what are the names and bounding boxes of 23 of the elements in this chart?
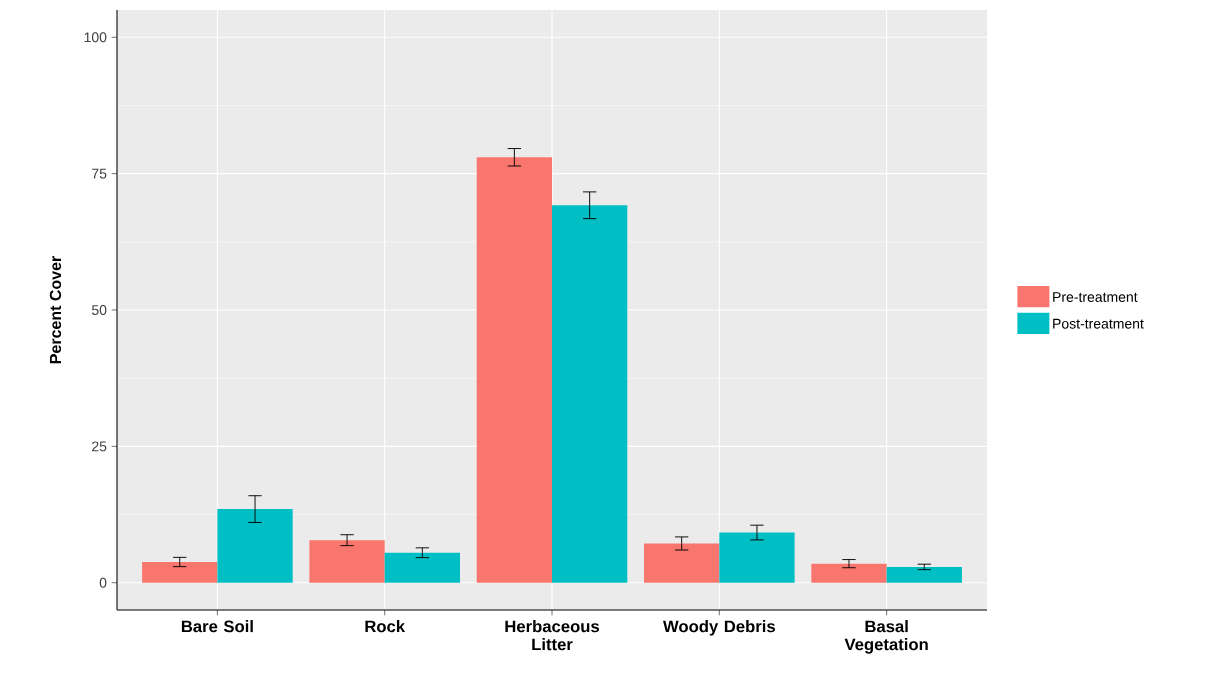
legend-label: Post-treatment bbox=[1053, 318, 1144, 329]
x-tick-label: Herbaceous Litter bbox=[505, 620, 600, 651]
x-tick-label: Woody Debris bbox=[663, 620, 775, 636]
y-tick-label: 75 bbox=[92, 168, 107, 179]
y-tick-label: 0 bbox=[99, 577, 107, 588]
x-tick-label: Rock bbox=[365, 620, 406, 633]
bar bbox=[142, 562, 218, 583]
bar bbox=[217, 509, 293, 583]
y-tick-label: 50 bbox=[91, 305, 107, 315]
x-tick-label: Bare Soil bbox=[181, 620, 253, 633]
y-axis-title: Percent Cover bbox=[49, 256, 62, 364]
bar bbox=[552, 205, 628, 583]
bar bbox=[719, 532, 795, 583]
bar bbox=[644, 543, 720, 583]
bar bbox=[309, 540, 385, 583]
legend-label: Pre-treatment bbox=[1053, 292, 1138, 302]
y-tick-label: 100 bbox=[84, 32, 107, 43]
bar bbox=[886, 566, 962, 583]
y-tick-label: 25 bbox=[92, 441, 107, 452]
x-tick-label: Basal Vegetation bbox=[844, 620, 928, 654]
bar bbox=[811, 563, 887, 583]
bar bbox=[476, 157, 553, 583]
bar bbox=[384, 552, 460, 583]
